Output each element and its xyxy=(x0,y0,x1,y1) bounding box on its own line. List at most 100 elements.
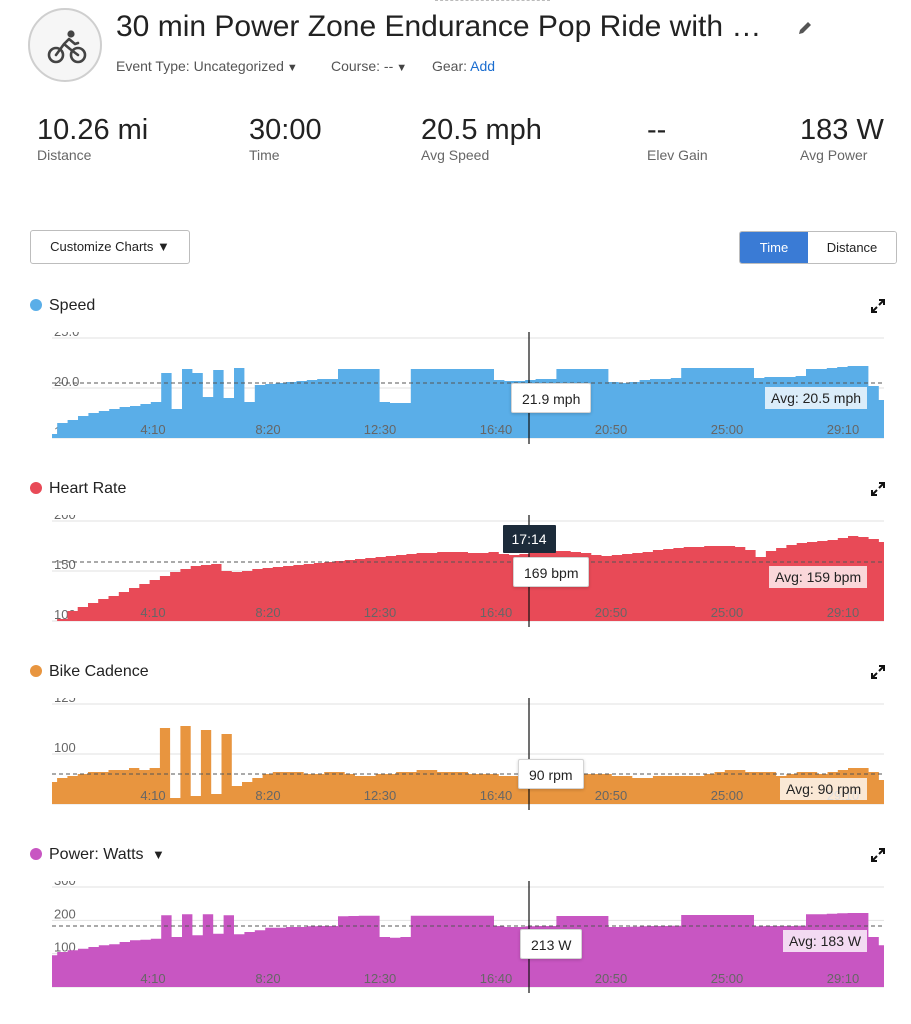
average-label: Avg: 90 rpm xyxy=(780,778,868,800)
chart-svg: 125100754:108:2012:3016:4020:5025:0029:1… xyxy=(52,698,884,810)
y-tick-label: 200 xyxy=(54,906,76,921)
average-label: Avg: 183 W xyxy=(783,930,868,952)
stat-label: Elev Gain xyxy=(647,147,708,163)
x-tick-label: 8:20 xyxy=(255,971,280,986)
stat-value: 30:00 xyxy=(249,114,322,146)
add-gear-link[interactable]: Add xyxy=(470,58,496,74)
cadence-chart[interactable]: 125100754:108:2012:3016:4020:5025:0029:1… xyxy=(0,698,911,810)
toggle-distance-button[interactable]: Distance xyxy=(808,232,896,263)
event-type-dropdown[interactable]: Event Type: Uncategorized ▼ xyxy=(116,58,298,74)
x-tick-label: 20:50 xyxy=(595,605,628,620)
legend-dot xyxy=(30,482,42,494)
chevron-down-icon[interactable]: ▼ xyxy=(152,847,165,862)
speed-chart[interactable]: 25.020.015.04:108:2012:3016:4020:5025:00… xyxy=(0,332,911,444)
y-tick-label: 20.0 xyxy=(54,374,79,389)
stat-label: Distance xyxy=(37,147,92,163)
chart-title-label: Heart Rate xyxy=(49,480,127,497)
x-tick-label: 12:30 xyxy=(364,971,397,986)
x-tick-label: 25:00 xyxy=(711,605,744,620)
course-label: Course: xyxy=(331,58,381,74)
legend-dot xyxy=(30,848,42,860)
chart-svg: 25.020.015.04:108:2012:3016:4020:5025:00… xyxy=(52,332,884,444)
stat-time: 30:00 Time xyxy=(249,114,322,163)
stat-value: -- xyxy=(647,114,667,146)
y-tick-label: 125 xyxy=(54,698,76,705)
x-tick-label: 8:20 xyxy=(255,605,280,620)
chart-title-label: Power: Watts xyxy=(49,846,144,863)
average-label: Avg: 159 bpm xyxy=(769,566,868,588)
x-tick-label: 8:20 xyxy=(255,788,280,803)
x-tick-label: 12:30 xyxy=(364,422,397,437)
x-tick-label: 4:10 xyxy=(140,971,165,986)
stat-elev-gain: -- Elev Gain xyxy=(647,114,708,163)
power-chart[interactable]: 30020010004:108:2012:3016:4020:5025:0029… xyxy=(0,881,911,993)
x-tick-label: 12:30 xyxy=(364,605,397,620)
expand-icon[interactable] xyxy=(870,847,886,863)
gear-field: Gear: Add xyxy=(432,58,495,74)
stat-value: 10.26 mi xyxy=(37,114,149,146)
y-tick-label: 200 xyxy=(54,515,76,522)
chevron-down-icon: ▼ xyxy=(286,62,298,74)
expand-icon[interactable] xyxy=(870,298,886,314)
x-tick-label: 4:10 xyxy=(140,788,165,803)
heart-rate-chart[interactable]: 2001501004:108:2012:3016:4020:5025:0029:… xyxy=(0,515,911,627)
x-tick-label: 29:10 xyxy=(827,422,860,437)
chart-svg: 30020010004:108:2012:3016:4020:5025:0029… xyxy=(52,881,884,993)
axis-toggle: Time Distance xyxy=(739,231,897,264)
x-tick-label: 20:50 xyxy=(595,422,628,437)
series-area xyxy=(52,726,884,804)
cursor-time-badge: 17:14 xyxy=(502,525,556,553)
y-tick-label: 100 xyxy=(54,740,76,755)
cadence-chart-title: Bike Cadence xyxy=(30,663,149,681)
x-tick-label: 16:40 xyxy=(480,788,513,803)
chevron-down-icon: ▼ xyxy=(157,239,170,254)
stat-label: Avg Power xyxy=(800,147,868,163)
legend-dot xyxy=(30,299,42,311)
power-chart-title[interactable]: Power: Watts ▼ xyxy=(30,846,165,864)
gear-label: Gear: xyxy=(432,58,468,74)
expand-icon[interactable] xyxy=(870,664,886,680)
event-type-label: Event Type: xyxy=(116,58,190,74)
expand-icon[interactable] xyxy=(870,481,886,497)
toggle-time-button[interactable]: Time xyxy=(740,232,808,263)
cursor-value-tooltip: 21.9 mph xyxy=(511,383,592,413)
pencil-edit-icon[interactable] xyxy=(797,20,813,36)
legend-dot xyxy=(30,665,42,677)
series-area xyxy=(52,913,884,987)
cursor-value-tooltip: 90 rpm xyxy=(518,759,584,789)
stat-label: Avg Speed xyxy=(421,147,490,163)
average-label: Avg: 20.5 mph xyxy=(765,387,868,409)
x-tick-label: 12:30 xyxy=(364,788,397,803)
chevron-down-icon: ▼ xyxy=(396,62,408,74)
speed-chart-title: Speed xyxy=(30,297,95,315)
x-tick-label: 25:00 xyxy=(711,971,744,986)
event-type-value: Uncategorized xyxy=(193,58,284,74)
cycling-activity-icon xyxy=(28,8,102,82)
series-area xyxy=(52,536,884,621)
x-tick-label: 4:10 xyxy=(140,422,165,437)
x-tick-label: 29:10 xyxy=(827,605,860,620)
y-tick-label: 150 xyxy=(54,557,76,572)
x-tick-label: 16:40 xyxy=(480,971,513,986)
y-tick-label: 25.0 xyxy=(54,332,79,339)
x-tick-label: 25:00 xyxy=(711,788,744,803)
cursor-value-tooltip: 169 bpm xyxy=(513,557,590,587)
customize-charts-button[interactable]: Customize Charts ▼ xyxy=(30,230,190,264)
x-tick-label: 16:40 xyxy=(480,605,513,620)
x-tick-label: 29:10 xyxy=(827,971,860,986)
chart-title-label: Bike Cadence xyxy=(49,663,149,680)
stat-value: 183 W xyxy=(800,114,884,146)
course-value: -- xyxy=(383,58,394,74)
top-divider xyxy=(435,0,550,1)
course-dropdown[interactable]: Course: -- ▼ xyxy=(331,58,407,74)
chart-svg: 2001501004:108:2012:3016:4020:5025:0029:… xyxy=(52,515,884,627)
x-tick-label: 20:50 xyxy=(595,971,628,986)
x-tick-label: 20:50 xyxy=(595,788,628,803)
stat-value: 20.5 mph xyxy=(421,114,542,146)
chart-title-label: Speed xyxy=(49,297,96,314)
cursor-value-tooltip: 213 W xyxy=(520,929,583,960)
x-tick-label: 4:10 xyxy=(140,605,165,620)
x-tick-label: 16:40 xyxy=(480,422,513,437)
stat-avg-power: 183 W Avg Power xyxy=(800,114,884,163)
x-tick-label: 25:00 xyxy=(711,422,744,437)
